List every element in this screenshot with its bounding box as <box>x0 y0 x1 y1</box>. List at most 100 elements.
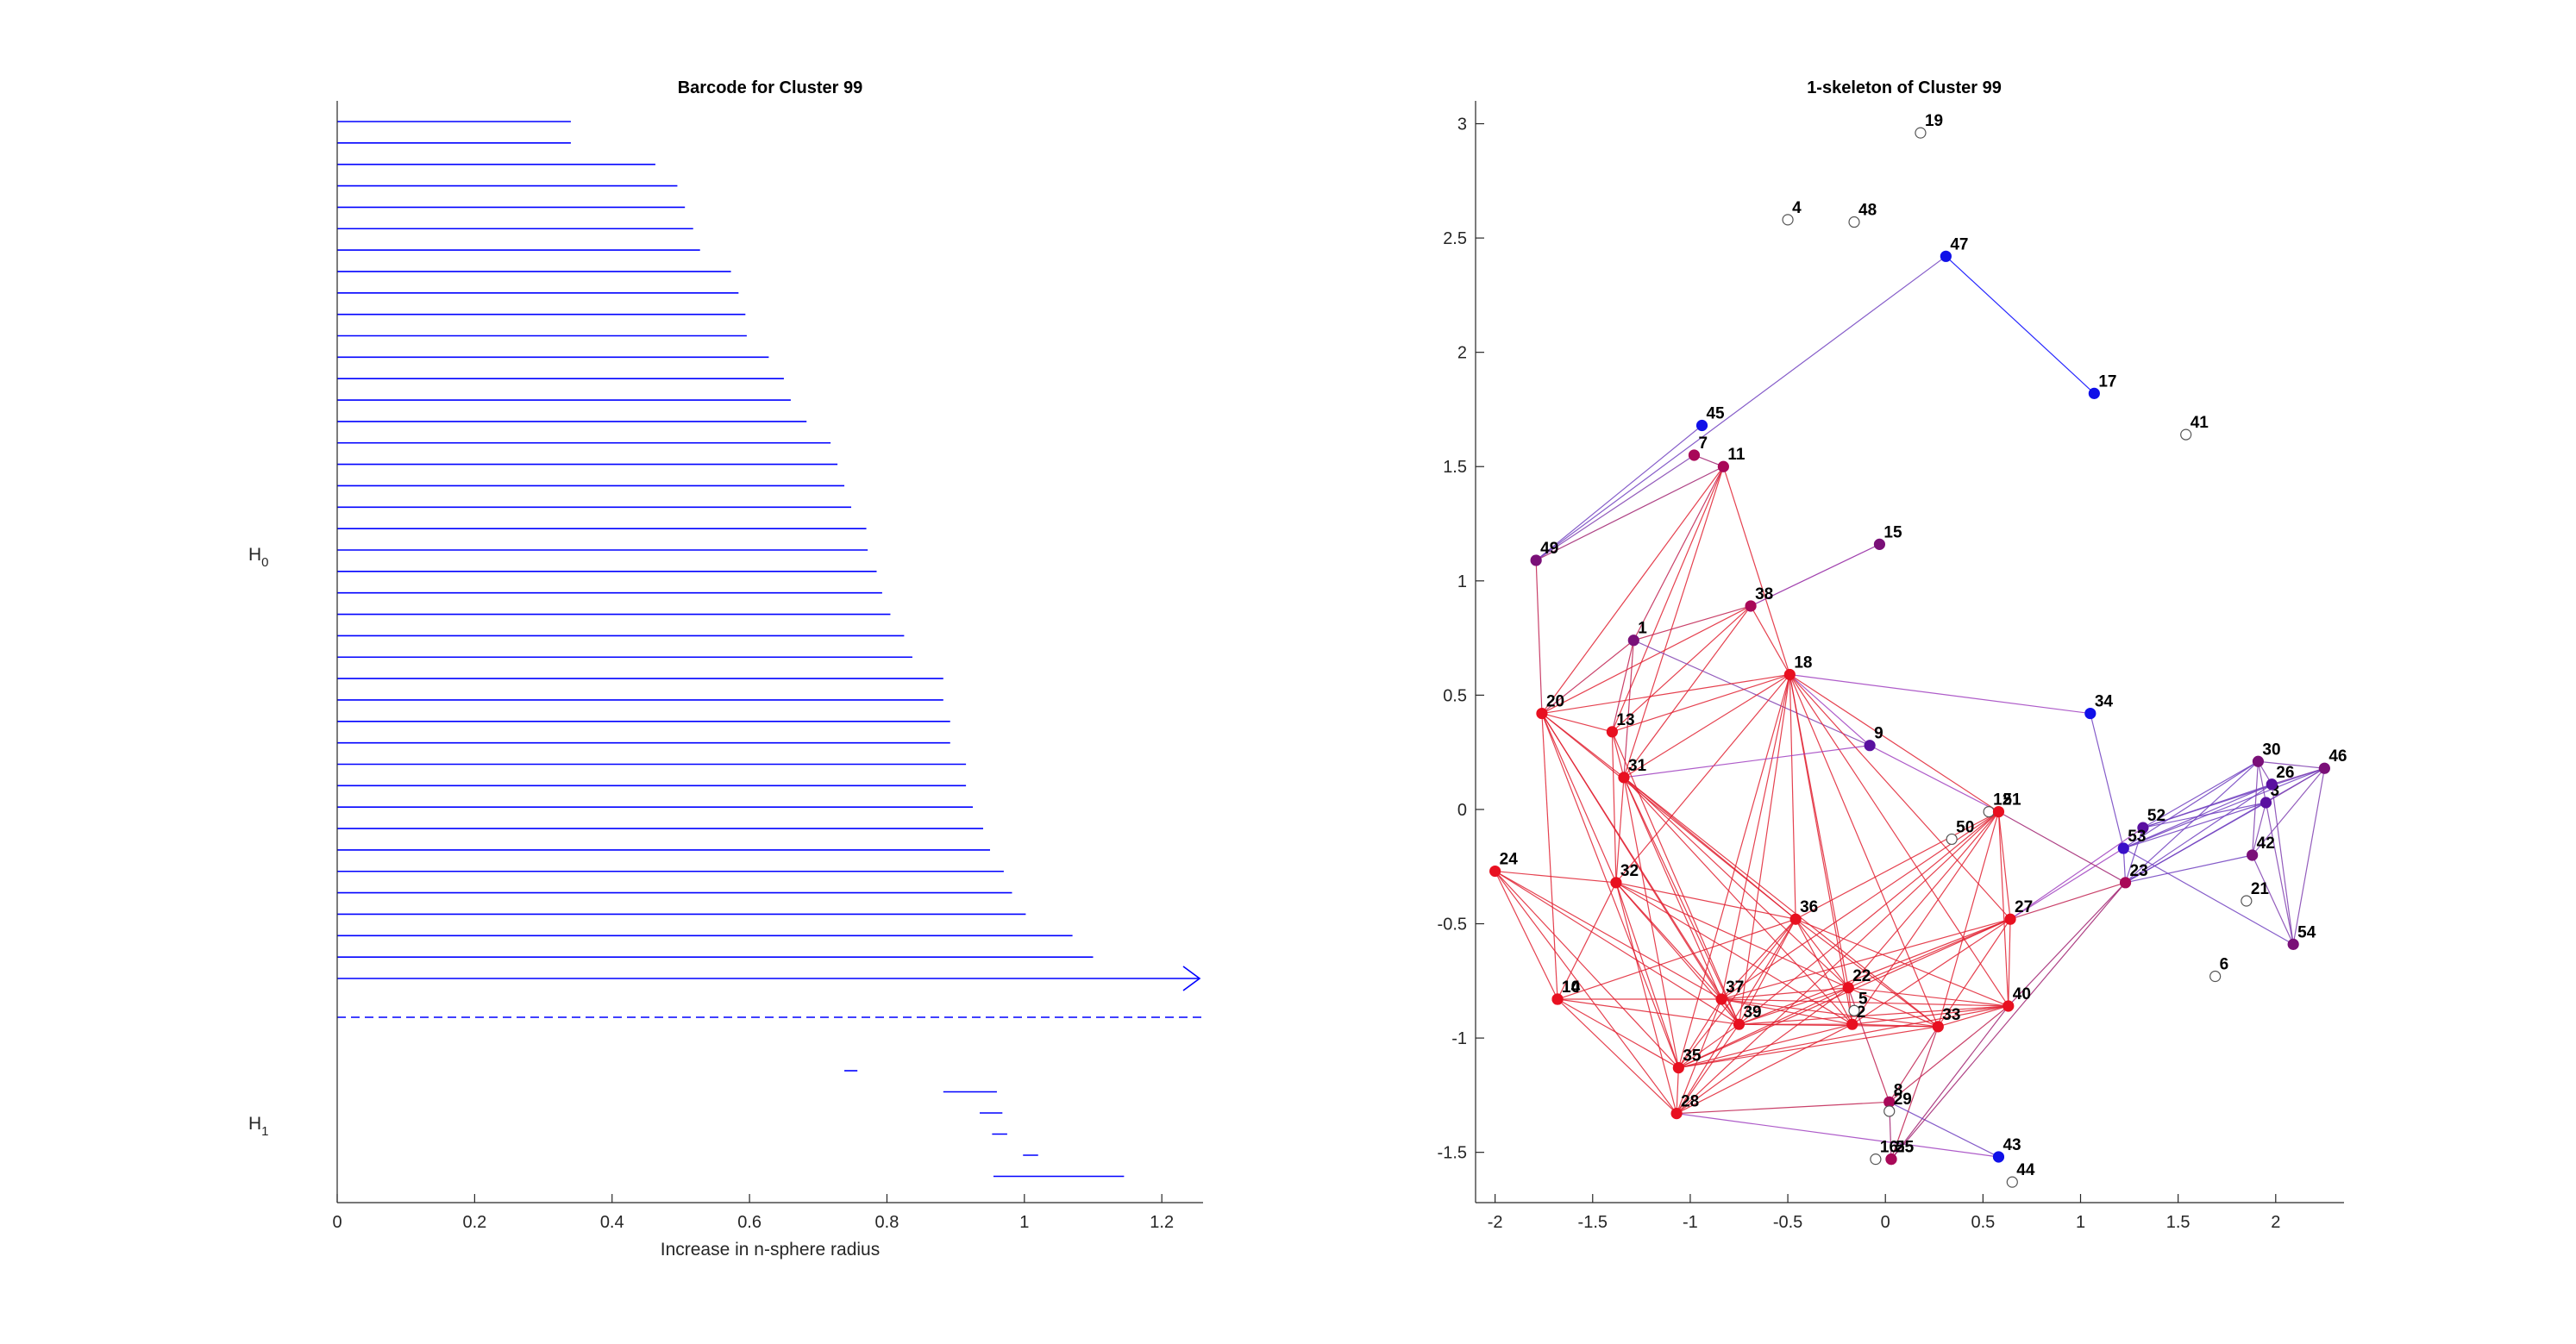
skeleton-edge <box>1541 713 1740 1025</box>
skeleton-edge <box>2009 882 2126 920</box>
skeleton-edge <box>2252 767 2325 856</box>
skeleton-edge <box>1720 674 1790 1000</box>
skeleton-edge <box>1721 998 1852 1025</box>
skeleton-edge <box>1889 1005 2009 1103</box>
skeleton-edge <box>1611 731 1625 778</box>
skeleton-edge <box>1495 871 1677 1114</box>
skeleton-edge <box>1789 673 2090 715</box>
skeleton-edge <box>1623 777 1849 989</box>
skeleton-edge <box>1541 640 1634 715</box>
barcode-x-tick-label: 1 <box>1019 1213 1029 1232</box>
skeleton-node <box>1940 250 1952 262</box>
skeleton-node-label: 24 <box>1500 851 1519 869</box>
skeleton-edge <box>1623 605 1752 778</box>
skeleton-edge <box>1541 673 1790 715</box>
skeleton-node-label: 1 <box>1638 620 1647 638</box>
skeleton-node <box>1610 877 1622 889</box>
barcode-bars <box>337 121 1203 1178</box>
skeleton-node <box>2259 797 2272 809</box>
skeleton-node-label: 13 <box>1616 711 1634 729</box>
skeleton-node-label: 8 <box>1894 1081 1903 1099</box>
barcode-x-tick-label: 0.6 <box>737 1213 762 1232</box>
skeleton-edge <box>2008 919 2011 1006</box>
dimension-label: H1 <box>248 1114 269 1139</box>
skeleton-node <box>2088 387 2100 399</box>
skeleton-edge <box>1847 987 1853 1025</box>
skeleton-node-label: 53 <box>2128 828 2146 846</box>
skeleton-x-tick-label: 0 <box>1881 1213 1890 1232</box>
skeleton-edge <box>1847 987 1890 1103</box>
skeleton-edge <box>1677 918 1796 1068</box>
skeleton-edge <box>1998 811 2126 884</box>
skeleton-edge <box>2009 847 2124 920</box>
skeleton-edge <box>1677 674 1790 1068</box>
skeleton-edge <box>1847 811 1999 989</box>
skeleton-edge <box>1789 674 2011 920</box>
skeleton-node-label: 27 <box>2015 898 2033 916</box>
skeleton-edge <box>1795 918 2009 1007</box>
skeleton-node-label: 20 <box>1546 693 1564 711</box>
skeleton-edge <box>1633 640 1871 747</box>
skeleton-node-label: 49 <box>1540 540 1558 558</box>
skeleton-node <box>1848 216 1860 228</box>
skeleton-node <box>2137 822 2149 834</box>
skeleton-y-tick-label: 3 <box>1457 116 1467 134</box>
skeleton-edge <box>1615 882 1796 920</box>
skeleton-edge <box>1852 918 2011 1025</box>
skeleton-node-label: 6 <box>2220 956 2229 974</box>
skeleton-node-label: 25 <box>1896 1139 1915 1157</box>
skeleton-edge <box>1889 1026 1939 1103</box>
skeleton-edge <box>1615 882 1849 989</box>
skeleton-edge <box>1623 777 1722 1000</box>
barcode-x-tick-label: 1.2 <box>1150 1213 1174 1232</box>
skeleton-node-label: 45 <box>1706 405 1725 423</box>
skeleton-y-tick-label: 1.5 <box>1443 458 1467 477</box>
skeleton-y-tick-label: 2.5 <box>1443 229 1467 248</box>
skeleton-node <box>1745 600 1757 612</box>
skeleton-node <box>1946 833 1958 846</box>
skeleton-edge <box>1633 466 1724 641</box>
skeleton-edge <box>2009 827 2144 920</box>
skeleton-edge <box>1495 870 1616 884</box>
skeleton-node-label: 31 <box>1628 757 1647 775</box>
skeleton-node-label: 3 <box>2270 782 2279 800</box>
skeleton-edge <box>1789 674 1871 747</box>
skeleton-node <box>1864 740 1876 752</box>
dimension-subscript: 0 <box>261 555 268 570</box>
skeleton-node <box>2003 1000 2015 1012</box>
skeleton-node-label: 50 <box>1956 818 1974 836</box>
skeleton-edge <box>1676 998 1722 1114</box>
skeleton-node <box>2209 970 2222 983</box>
skeleton-edge <box>1997 811 2009 1007</box>
skeleton-edge <box>1612 605 1752 733</box>
skeleton-edge <box>1633 605 1752 641</box>
skeleton-node-label: 10 <box>1562 978 1580 997</box>
skeleton-edge <box>1535 255 1946 561</box>
skeleton-edge <box>1997 811 2011 920</box>
skeleton-node <box>1618 772 1630 784</box>
skeleton-edge <box>1795 918 1853 1025</box>
skeleton-node <box>1848 1004 1860 1016</box>
skeleton-edge <box>1557 998 1739 1025</box>
skeleton-edge <box>1615 882 1677 1114</box>
skeleton-node-label: 47 <box>1950 235 1968 253</box>
skeleton-edge <box>1852 811 1999 1025</box>
barcode-x-tick-label: 0.4 <box>600 1213 624 1232</box>
skeleton-x-tick-label: 2 <box>2271 1213 2280 1232</box>
skeleton-node-label: 51 <box>2003 791 2021 810</box>
skeleton-edge <box>1720 918 2011 1000</box>
skeleton-node <box>1672 1061 1684 1074</box>
skeleton-x-tick-label: -0.5 <box>1773 1213 1802 1232</box>
skeleton-edge <box>1795 918 1939 1028</box>
skeleton-node-label: 36 <box>1800 898 1818 916</box>
skeleton-node <box>1932 1021 1944 1033</box>
skeleton-node <box>2247 849 2259 861</box>
barcode-x-axis-label: Increase in n-sphere radius <box>661 1240 880 1260</box>
skeleton-node-label: 46 <box>2328 747 2347 766</box>
skeleton-edge <box>1795 918 1849 989</box>
skeleton-edge <box>1677 1023 1739 1069</box>
skeleton-edge <box>1676 1023 1739 1114</box>
skeleton-panel: 1-skeleton of Cluster 99 -2 -1.5 -1 -0.5 0 0.… <box>1438 78 2347 1232</box>
